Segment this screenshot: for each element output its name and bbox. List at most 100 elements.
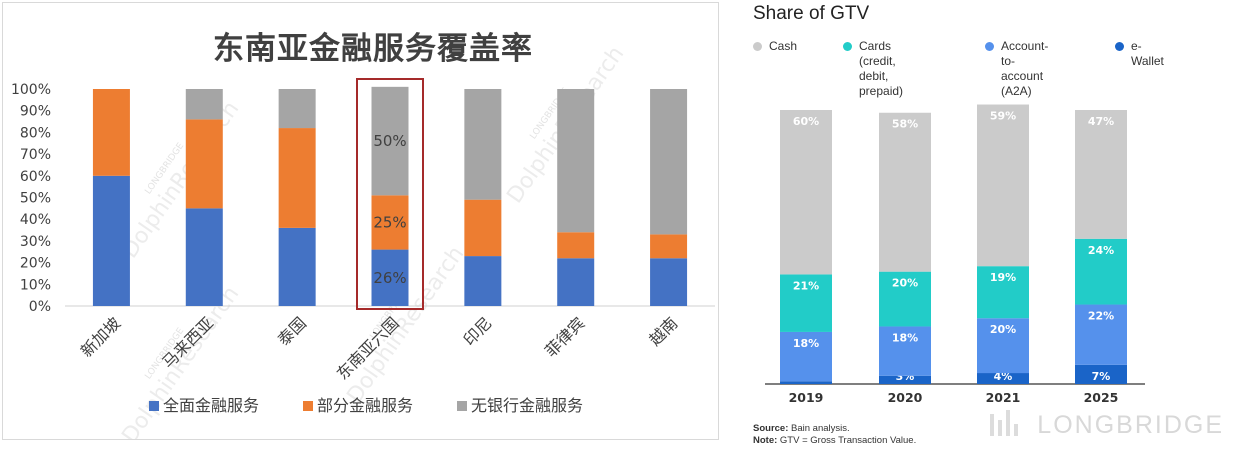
x-tick-label: 2021 xyxy=(986,390,1021,405)
bar-segment xyxy=(977,104,1029,267)
svg-text:DolphinResearch: DolphinResearch xyxy=(117,97,244,263)
legend-label-ewallet: e-Wallet xyxy=(1131,39,1164,68)
coverage-chart: LONGBRIDGEDolphinResearchLONGBRIDGEDolph… xyxy=(11,42,715,448)
longbridge-logo-icon xyxy=(990,410,1018,436)
bar-segment xyxy=(278,89,316,129)
data-label: 59% xyxy=(990,110,1016,123)
y-tick-label: 40% xyxy=(20,212,51,228)
legend-swatch-ewallet xyxy=(1115,42,1124,51)
legend-swatch-cards xyxy=(843,42,852,51)
legend-label: 无银行金融服务 xyxy=(471,396,583,415)
x-tick-label: 2020 xyxy=(888,390,923,405)
coverage-chart-panel: 东南亚金融服务覆盖率 LONGBRIDGE DolphinResearch LONG… xyxy=(2,2,719,448)
gtv-footnotes: Source: Bain analysis. Note: GTV = Gross… xyxy=(753,423,916,447)
bar-segment xyxy=(371,86,409,196)
x-tick-label: 2025 xyxy=(1084,390,1119,405)
bar-segment xyxy=(278,128,316,228)
gtv-chart-title: Share of GTV xyxy=(753,3,870,24)
bar-segment xyxy=(557,258,595,306)
highlight-data-label: 50% xyxy=(373,132,406,150)
bar-segment xyxy=(977,373,1029,384)
bar-segment xyxy=(371,195,409,250)
y-tick-label: 50% xyxy=(20,191,51,207)
data-label: 4% xyxy=(994,370,1013,383)
x-tick-label: 2019 xyxy=(789,390,824,405)
data-label: 22% xyxy=(1088,310,1114,323)
bar-segment xyxy=(464,199,502,257)
data-label: 47% xyxy=(1088,115,1114,128)
data-label: 18% xyxy=(892,331,918,344)
highlight-data-label: 26% xyxy=(373,269,406,287)
bar-segment xyxy=(185,119,223,209)
bar-segment xyxy=(650,89,688,235)
bar-segment xyxy=(1075,238,1127,305)
bar-segment xyxy=(879,112,931,272)
legend-label-cash: Cash xyxy=(769,39,798,53)
bar-segment xyxy=(977,318,1029,374)
bar-segment xyxy=(780,110,832,275)
y-tick-label: 60% xyxy=(20,169,51,185)
bar-segment xyxy=(278,227,316,306)
bar-segment xyxy=(557,89,595,233)
y-tick-label: 100% xyxy=(11,82,51,98)
bar-segment xyxy=(879,326,931,376)
bar-segment xyxy=(1075,304,1127,365)
x-tick-label: 菲律宾 xyxy=(541,313,588,360)
gtv-note: Note: GTV = Gross Transaction Value. xyxy=(753,435,917,446)
highlight-box xyxy=(356,78,424,310)
y-tick-label: 10% xyxy=(20,277,51,293)
y-tick-label: 0% xyxy=(29,299,51,315)
legend-swatch-cash xyxy=(753,42,762,51)
x-tick-label: 新加坡 xyxy=(77,313,124,360)
data-label: 20% xyxy=(990,323,1016,336)
bar-segment xyxy=(371,249,409,306)
legend-label: 全面金融服务 xyxy=(163,396,259,415)
data-label: 20% xyxy=(892,277,918,290)
coverage-chart-title: 东南亚金融服务覆盖率 xyxy=(213,31,533,67)
data-label: 21% xyxy=(793,279,819,292)
bar-segment xyxy=(780,381,832,384)
source-note: Source: Bain analysis. xyxy=(753,423,850,434)
data-label: 19% xyxy=(990,271,1016,284)
legend-label-cards: Cards (credit, debit, prepaid) xyxy=(859,39,904,98)
bar-segment xyxy=(92,89,130,176)
bar-segment xyxy=(780,274,832,332)
legend-swatch xyxy=(149,401,159,411)
bar-segment xyxy=(185,89,223,120)
x-tick-label: 泰国 xyxy=(274,313,310,349)
bar-segment xyxy=(780,331,832,382)
y-tick-label: 20% xyxy=(20,256,51,272)
data-label: 7% xyxy=(1092,370,1111,383)
longbridge-watermark: LONGBRIDGE xyxy=(1037,411,1224,439)
gtv-chart-panel: Share of GTV Cash Cards (credit, debit, … xyxy=(745,0,1246,455)
legend-label: 部分金融服务 xyxy=(317,396,413,415)
highlight-data-label: 25% xyxy=(373,213,406,231)
y-tick-label: 30% xyxy=(20,234,51,250)
bar-segment xyxy=(1075,110,1127,239)
bar-segment xyxy=(92,175,130,306)
legend-swatch xyxy=(457,401,467,411)
bar-segment xyxy=(464,256,502,306)
bar-segment xyxy=(464,89,502,200)
data-label: 58% xyxy=(892,118,918,131)
bar-segment xyxy=(977,266,1029,319)
gtv-legend: Cash Cards (credit, debit, prepaid) Acco… xyxy=(753,39,1243,98)
legend-swatch-a2a xyxy=(985,42,994,51)
gtv-chart: 1%18%21%60%20193%18%20%58%20204%20%19%59… xyxy=(765,104,1145,405)
data-label: 18% xyxy=(793,337,819,350)
x-tick-label: 印尼 xyxy=(460,313,496,349)
x-tick-label: 越南 xyxy=(645,313,681,349)
bar-segment xyxy=(1075,364,1127,384)
bar-segment xyxy=(879,375,931,384)
legend-swatch xyxy=(303,401,313,411)
bar-segment xyxy=(185,208,223,306)
y-tick-label: 90% xyxy=(20,104,51,120)
bar-segment xyxy=(557,232,595,259)
bar-segment xyxy=(650,258,688,306)
y-tick-label: 70% xyxy=(20,147,51,163)
y-tick-label: 80% xyxy=(20,125,51,141)
legend-label-a2a: Account-to- account (A2A) xyxy=(1001,39,1049,98)
data-label: 24% xyxy=(1088,244,1114,257)
bar-segment xyxy=(650,234,688,259)
data-label: 60% xyxy=(793,115,819,128)
